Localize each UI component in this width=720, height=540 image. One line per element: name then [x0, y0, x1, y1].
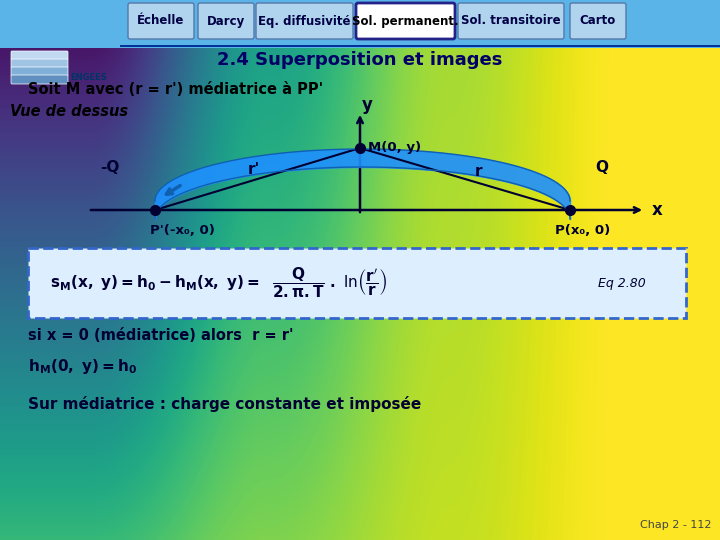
FancyBboxPatch shape	[356, 3, 455, 39]
Text: Carto: Carto	[580, 15, 616, 28]
Text: r': r'	[248, 163, 260, 178]
Text: x: x	[652, 201, 662, 219]
Text: P(x₀, 0): P(x₀, 0)	[555, 224, 611, 237]
Text: ENGEES: ENGEES	[70, 73, 107, 83]
Text: Vue de dessus: Vue de dessus	[10, 105, 128, 119]
FancyBboxPatch shape	[11, 75, 68, 84]
Text: M(0, y): M(0, y)	[368, 141, 421, 154]
Text: Sol. transitoire: Sol. transitoire	[462, 15, 561, 28]
FancyBboxPatch shape	[128, 3, 194, 39]
Text: $\mathbf{s_M(x,\ y) = h_0 - h_M(x,\ y) = }$$\mathbf{\ \ \dfrac{Q}{2.\pi.T}\ .\ \: $\mathbf{s_M(x,\ y) = h_0 - h_M(x,\ y) =…	[50, 266, 387, 300]
Text: -Q: -Q	[100, 160, 120, 176]
FancyBboxPatch shape	[198, 3, 254, 39]
Text: Eq. diffusivité: Eq. diffusivité	[258, 15, 351, 28]
Text: Chap 2 - 112: Chap 2 - 112	[641, 520, 712, 530]
FancyBboxPatch shape	[28, 248, 686, 318]
FancyBboxPatch shape	[570, 3, 626, 39]
Text: $\mathbf{h_M(0,\ y) = h_0}$: $\mathbf{h_M(0,\ y) = h_0}$	[28, 356, 137, 375]
FancyBboxPatch shape	[256, 3, 353, 39]
Text: Darcy: Darcy	[207, 15, 245, 28]
Text: Sur médiatrice : charge constante et imposée: Sur médiatrice : charge constante et imp…	[28, 396, 421, 412]
Text: Échelle: Échelle	[138, 15, 185, 28]
Bar	[120, 45, 720, 47]
Text: si x = 0 (médiatrice) alors  r = r': si x = 0 (médiatrice) alors r = r'	[28, 328, 294, 343]
Text: r: r	[475, 165, 482, 179]
FancyBboxPatch shape	[458, 3, 564, 39]
Text: Sol. permanent.: Sol. permanent.	[352, 15, 459, 28]
FancyBboxPatch shape	[11, 59, 68, 68]
FancyBboxPatch shape	[11, 67, 68, 76]
Text: y: y	[362, 96, 373, 114]
Text: Soit M avec (r = r') médiatrice à PP': Soit M avec (r = r') médiatrice à PP'	[28, 83, 323, 98]
Text: 2.4 Superposition et images: 2.4 Superposition et images	[217, 51, 503, 69]
Text: Eq 2.80: Eq 2.80	[598, 276, 646, 289]
Text: Q: Q	[595, 160, 608, 176]
Text: P'(-x₀, 0): P'(-x₀, 0)	[150, 224, 215, 237]
FancyBboxPatch shape	[11, 51, 68, 60]
FancyBboxPatch shape	[0, 0, 720, 48]
